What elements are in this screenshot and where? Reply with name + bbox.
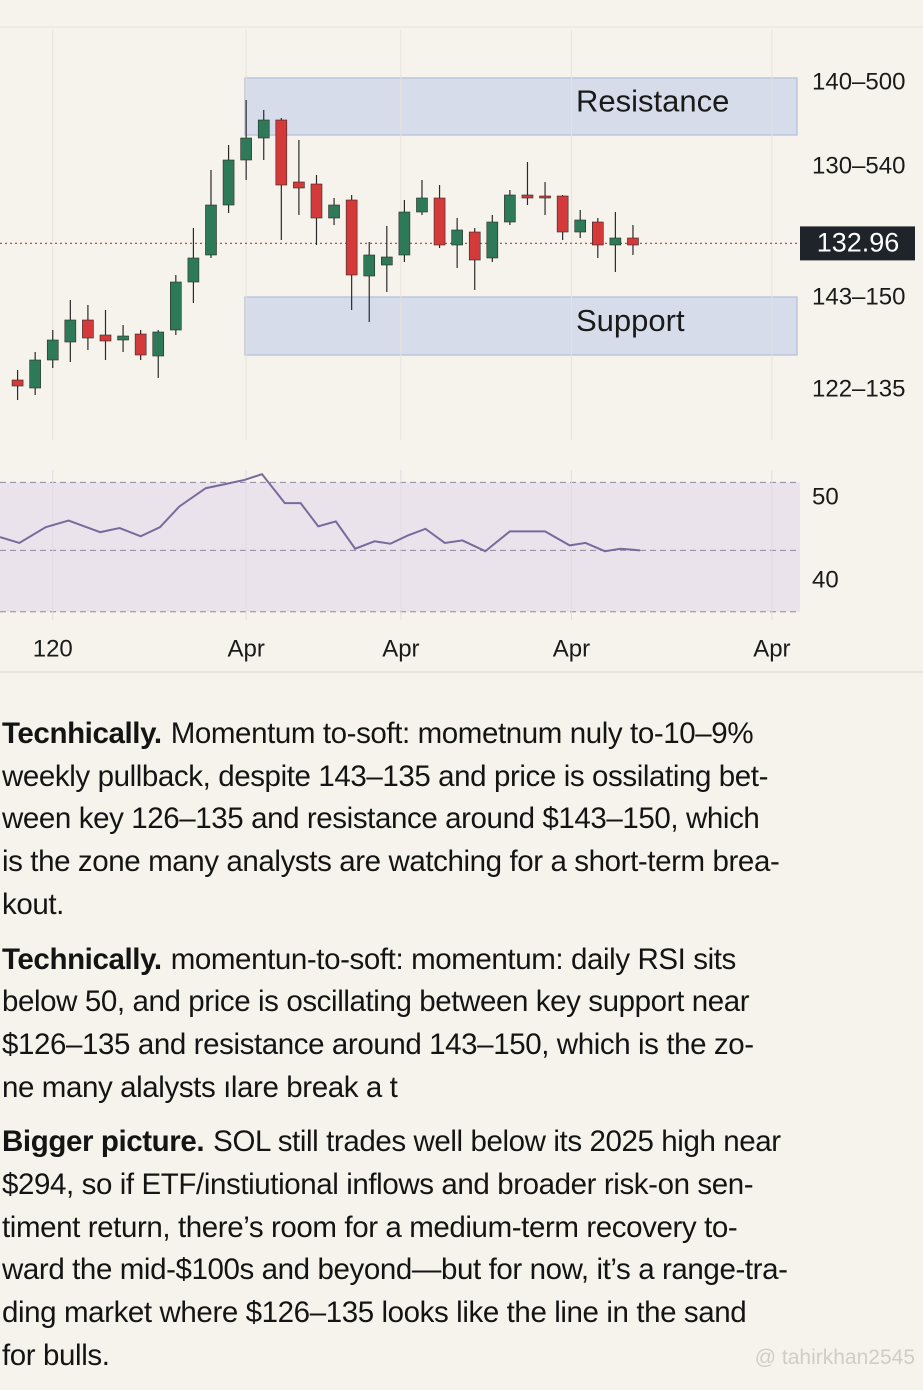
zone <box>244 77 798 136</box>
line-text: ne many alalysts ılare break a t <box>2 1070 398 1104</box>
candle-body <box>521 194 534 199</box>
candle-body <box>170 281 182 331</box>
candle-body <box>504 194 516 223</box>
candle-body <box>398 211 411 256</box>
paragraph: Bigger picture. SOL still trades well bel… <box>2 1121 920 1377</box>
line-text: $126–135 and resistance around 143–150, … <box>2 1027 754 1061</box>
text-line: timent return, there’s room for a medium… <box>2 1207 920 1250</box>
candle-body <box>293 181 305 189</box>
candle-body <box>486 221 499 259</box>
line-text: kout. <box>2 887 64 921</box>
candle-body <box>257 119 270 139</box>
candle-body <box>187 257 200 283</box>
candle-body <box>310 183 323 219</box>
candle-body <box>363 254 376 277</box>
candle-body <box>451 229 463 246</box>
paragraph-lead: Bigger picture. <box>2 1125 205 1159</box>
text-line: for bulls. <box>2 1335 920 1378</box>
x-tick-label: 120 <box>33 635 73 662</box>
text-line: $126–135 and resistance around 143–150, … <box>2 1024 920 1067</box>
y-tick-label: 122–135 <box>812 375 905 402</box>
charts: Resistance Support 140–500 130–540 143–150 12… <box>0 26 923 673</box>
candle-body <box>152 331 165 357</box>
paragraph: Technically. momentun-to-soft: momentum: … <box>2 939 920 1110</box>
text-line: Tecnhically. Momentum to-soft: mometnum n… <box>2 713 920 756</box>
text-line: is the zone many analysts are watching f… <box>2 841 920 884</box>
text-line: Bigger picture. SOL still trades well bel… <box>2 1121 920 1164</box>
candle-body <box>117 335 129 341</box>
x-tick-label: Apr <box>382 635 419 662</box>
article: Tecnhically. Momentum to-soft: mometnum n… <box>2 713 920 1390</box>
text-line: kout. <box>2 884 920 927</box>
x-tick-label: Apr <box>227 635 264 662</box>
rsi-line <box>0 472 641 553</box>
text-line: weekly pullback, despite 143–135 and pri… <box>2 756 920 799</box>
candle-body <box>345 199 358 276</box>
candle-body <box>574 219 587 233</box>
zone <box>244 296 798 356</box>
rsi-band <box>0 482 800 612</box>
text-line: Technically. momentun-to-soft: momentum: … <box>2 939 920 982</box>
line-text: below 50, and price is oscillating betwe… <box>2 985 750 1019</box>
line-text: is the zone many analysts are watching f… <box>2 845 780 879</box>
y-tick-label: 130–540 <box>812 152 905 179</box>
candle-body <box>381 256 393 266</box>
candle-body <box>556 195 569 233</box>
y-tick-label: 140–500 <box>812 68 905 95</box>
candle-body <box>222 159 235 206</box>
line-text: ding market where $126–135 looks like th… <box>2 1296 747 1330</box>
line-text: timent return, there’s room for a medium… <box>2 1210 738 1244</box>
paragraph-lead: Tecnhically. <box>2 717 162 750</box>
candle-body <box>134 333 147 356</box>
watermark: @ tahirkhan2545 <box>754 1346 915 1369</box>
candle-body <box>433 197 446 246</box>
y-tick-label: 40 <box>812 566 839 593</box>
candle-body <box>205 204 217 256</box>
text-line: $294, so if ETF/instiutional inflows and… <box>2 1164 920 1207</box>
candle-body <box>328 204 340 219</box>
candle-body <box>240 137 252 161</box>
candle-body <box>64 319 77 343</box>
line-text: $294, so if ETF/instiutional inflows and… <box>2 1168 754 1202</box>
text-line: ding market where $126–135 looks like th… <box>2 1292 920 1335</box>
candle-body <box>609 237 622 246</box>
candle-body <box>99 334 112 342</box>
line-text: Momentum to-soft: mometnum nuly to-10–9% <box>170 717 754 750</box>
line-text: for bulls. <box>2 1338 110 1372</box>
text-line: ward the mid-$100s and beyond—but for no… <box>2 1249 920 1292</box>
y-tick-label: 143–150 <box>812 283 905 310</box>
x-tick-label: Apr <box>753 635 790 662</box>
line-text: weekly pullback, despite 143–135 and pri… <box>2 759 769 793</box>
line-text: ward the mid-$100s and beyond—but for no… <box>2 1253 788 1287</box>
line-text: SOL still trades well below its 2025 hig… <box>213 1125 781 1159</box>
x-tick-label: Apr <box>553 635 590 662</box>
price-tag-label: 132.96 <box>817 228 900 258</box>
text-line: ne many alalysts ılare break a t <box>2 1067 920 1110</box>
candle-body <box>416 197 428 213</box>
price-tag <box>800 226 915 261</box>
candle-body <box>46 339 59 361</box>
line-text: ween key 126–135 and resistance around $… <box>2 802 760 836</box>
candle-body <box>275 119 288 186</box>
text-line: below 50, and price is oscillating betwe… <box>2 981 920 1024</box>
candle-body <box>11 379 24 387</box>
zone-label: Support <box>576 303 685 338</box>
paragraph-lead: Technically. <box>2 942 162 976</box>
candle-body <box>468 231 481 261</box>
candle-body <box>627 237 639 246</box>
candle-body <box>539 195 551 199</box>
paragraph: Tecnhically. Momentum to-soft: mometnum n… <box>2 713 920 927</box>
zone-label: Resistance <box>576 84 729 119</box>
candle-body <box>592 221 604 246</box>
candle-body <box>29 359 41 389</box>
text-line: ween key 126–135 and resistance around $… <box>2 798 920 841</box>
y-tick-label: 50 <box>812 484 839 511</box>
line-text: momentun-to-soft: momentum: daily RSI si… <box>170 942 737 976</box>
candle-body <box>82 319 94 339</box>
